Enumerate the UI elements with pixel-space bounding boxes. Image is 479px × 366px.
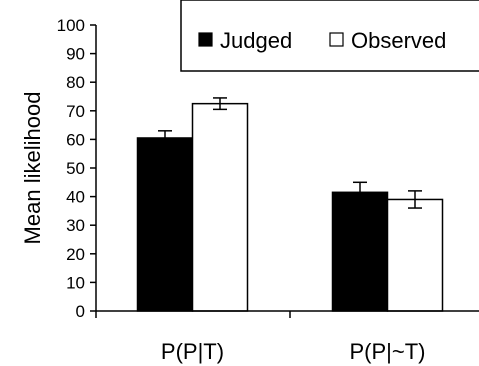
y-axis-ticks: 0 10 20 30 40 50 60 70 80 90 100	[57, 16, 96, 321]
x-category-label-2: P(P|~T)	[349, 339, 425, 364]
error-bar-judged-2	[353, 181, 367, 204]
y-tick-label-60: 60	[66, 130, 85, 149]
bar-judged-2	[331, 191, 389, 312]
error-bar-observed-1	[213, 97, 227, 111]
y-tick-label-50: 50	[66, 159, 85, 178]
bar-observed-2	[386, 198, 444, 312]
y-tick-label-20: 20	[66, 245, 85, 264]
bar-observed-1	[191, 102, 249, 312]
legend: Judged Observed	[180, 0, 479, 72]
y-tick-label-10: 10	[66, 273, 85, 292]
y-tick-label-100: 100	[57, 16, 85, 35]
legend-swatch-judged	[198, 32, 213, 47]
axes	[95, 25, 479, 318]
error-bar-judged-1	[158, 130, 172, 146]
error-bar-observed-2	[408, 190, 422, 209]
y-tick-label-70: 70	[66, 102, 85, 121]
y-axis-title-group: Mean likelihood	[20, 92, 45, 245]
legend-label-judged: Judged	[220, 28, 292, 53]
legend-swatch-observed	[329, 32, 344, 47]
x-category-label-1: P(P|T)	[161, 339, 224, 364]
legend-label-observed: Observed	[351, 28, 446, 53]
bar-judged-1	[136, 137, 194, 312]
y-tick-label-90: 90	[66, 45, 85, 64]
y-axis-title: Mean likelihood	[20, 92, 45, 245]
y-tick-label-0: 0	[76, 302, 85, 321]
x-axis-categories: P(P|T) P(P|~T)	[161, 339, 426, 364]
y-tick-label-80: 80	[66, 73, 85, 92]
y-tick-label-30: 30	[66, 216, 85, 235]
y-tick-label-40: 40	[66, 188, 85, 207]
bars	[136, 97, 444, 312]
